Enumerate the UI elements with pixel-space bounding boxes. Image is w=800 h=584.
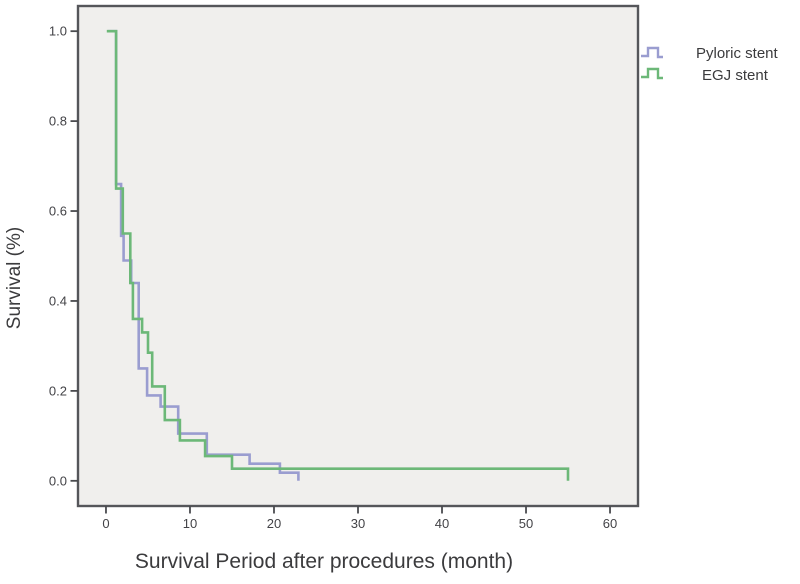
- axis-ticks: 1.0 0.8 0.6 0.4 0.2 0.0 0 10 20 30 40 50 60: [49, 24, 617, 531]
- y-tick-label: 0.4: [49, 293, 67, 308]
- egj-stent-legend-line-icon: [641, 67, 663, 80]
- x-tick-label: 60: [603, 516, 617, 531]
- x-tick-label: 30: [351, 516, 365, 531]
- legend-label-pyloric: Pyloric stent: [696, 45, 779, 62]
- x-tick-label: 40: [435, 516, 449, 531]
- y-tick-label: 0.8: [49, 114, 67, 129]
- pyloric-stent-curve: [107, 29, 300, 481]
- x-tick-label: 20: [267, 516, 281, 531]
- pyloric-stent-legend-line-icon: [641, 46, 663, 59]
- egj-stent-curve: [106, 29, 570, 481]
- x-tick-label: 0: [102, 516, 109, 531]
- y-tick-label: 0.2: [49, 383, 67, 398]
- legend-label-egj: EGJ stent: [702, 67, 769, 84]
- plot-area: [76, 4, 640, 508]
- y-tick-label: 0.0: [49, 473, 67, 488]
- survival-curves: [106, 29, 570, 481]
- x-tick-label: 50: [519, 516, 533, 531]
- legend-item-egj: EGJ stent: [641, 67, 769, 84]
- legend: Pyloric stent EGJ stent: [641, 45, 779, 84]
- y-tick-label: 1.0: [49, 24, 67, 39]
- legend-item-pyloric: Pyloric stent: [641, 45, 779, 62]
- y-tick-label: 0.6: [49, 204, 67, 219]
- x-axis-title: Survival Period after procedures (month): [135, 550, 513, 573]
- y-axis-title: Survival (%): [4, 227, 25, 329]
- x-tick-label: 10: [183, 516, 197, 531]
